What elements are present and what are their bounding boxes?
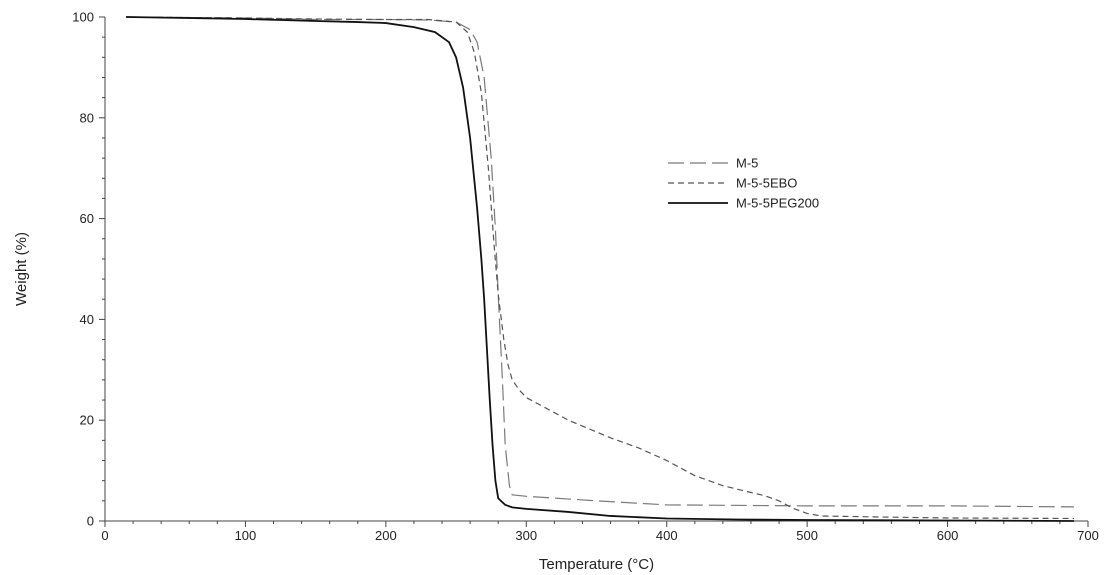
x-tick-label: 600 [937,528,959,543]
y-tick-label: 40 [80,312,94,327]
y-tick-label: 100 [72,10,94,25]
y-tick-label: 20 [80,413,94,428]
x-tick-label: 500 [796,528,818,543]
x-tick-label: 0 [101,528,108,543]
x-tick-label: 300 [515,528,537,543]
x-tick-label: 100 [235,528,257,543]
y-tick-label: 80 [80,110,94,125]
tick-group: 0 100 200 300 400 500 600 700 0 20 40 60 80 100 [72,10,1099,544]
legend-label-2: M-5-5EBO [736,176,797,191]
series-line-2 [126,16,1074,520]
y-tick-label: 60 [80,211,94,226]
series-line-3 [126,16,1074,522]
y-tick-label: 0 [87,514,94,529]
axes [104,17,1088,522]
x-tick-label: 400 [656,528,678,543]
series-line-1 [126,16,1074,508]
y-axis-title: Weight (%) [13,232,30,306]
legend: M-5 M-5-5EBO M-5-5PEG200 [668,156,819,211]
legend-label-3: M-5-5PEG200 [736,196,819,211]
x-axis-title: Temperature (°C) [539,556,654,573]
series-group [126,16,1074,522]
legend-label-1: M-5 [736,156,758,171]
x-tick-label: 700 [1077,528,1099,543]
x-tick-label: 200 [375,528,397,543]
